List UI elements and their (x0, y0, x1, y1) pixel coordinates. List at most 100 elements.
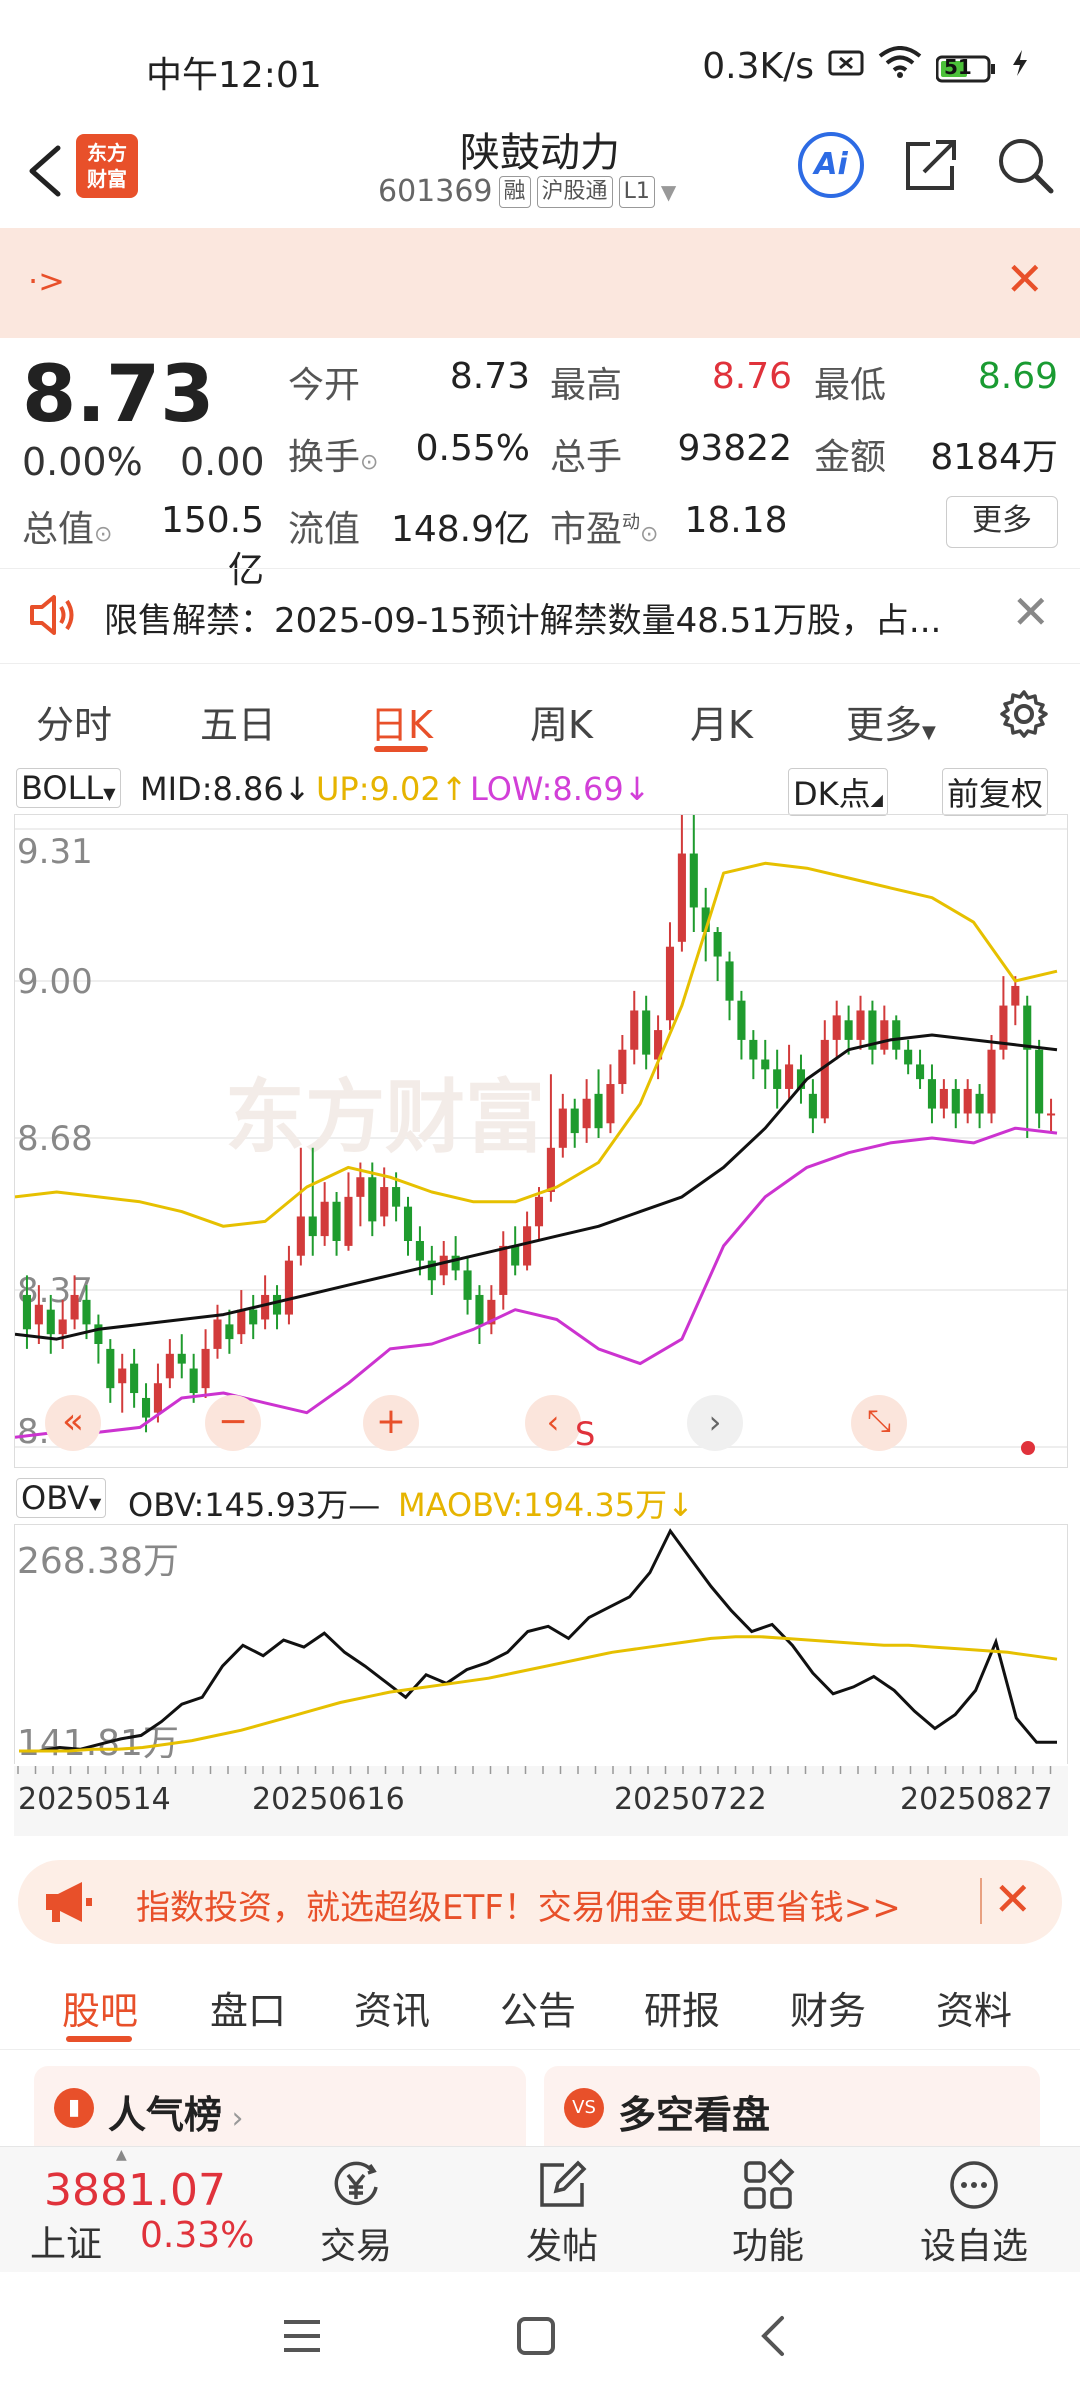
caret-icon: ◢ (870, 790, 883, 809)
tab-intraday[interactable]: 分时 (36, 703, 113, 747)
system-back-icon[interactable] (752, 2314, 796, 2362)
watermark-text: 东方财富 (225, 1071, 545, 1164)
unlock-notice-text: 限售解禁：2025-09-15预计解禁数量48.51万股，占... (104, 601, 942, 641)
active-tab-underline (374, 746, 428, 752)
index-ticker[interactable]: ▲ 3881.07 上证 0.33% (0, 2147, 254, 2273)
obv-indicator-row: OBV▼ OBV:145.93万— MAOBV:194.35万↓ (0, 1474, 1080, 1524)
tab-daily-k[interactable]: 日K (370, 703, 433, 747)
nav-add-watchlist[interactable]: 设自选 (914, 2157, 1034, 2269)
candle-body (1035, 1049, 1044, 1114)
candle-body (392, 1187, 401, 1207)
unlock-notice-close-button[interactable]: ✕ (1011, 585, 1050, 639)
zoom-out-button[interactable]: − (205, 1395, 261, 1451)
candle-body (665, 946, 675, 1021)
scroll-left-fast-button[interactable]: « (45, 1395, 101, 1451)
candle-body (785, 1064, 794, 1089)
tab-announcements[interactable]: 公告 (500, 1989, 577, 2033)
change-percent: 0.00% (22, 440, 143, 484)
candle-body (963, 1088, 972, 1114)
promo-close-button[interactable]: ✕ (993, 1872, 1032, 1926)
more-quote-button[interactable]: 更多 (946, 496, 1058, 548)
ai-assistant-button[interactable]: Ai (798, 132, 864, 198)
candle-body (451, 1255, 460, 1271)
tab-weekly-k[interactable]: 周K (530, 703, 593, 747)
fullscreen-button[interactable]: ⤡ (851, 1395, 907, 1451)
tab-five-day[interactable]: 五日 (200, 703, 277, 747)
tab-research[interactable]: 研报 (644, 1989, 721, 2033)
nav-post[interactable]: 发帖 (502, 2157, 622, 2269)
date-axis: 20250514 20250616 20250722 20250827 (14, 1766, 1068, 1836)
back-button[interactable] (22, 136, 66, 206)
promo-banner[interactable]: 指数投资，就选超级ETF！交易佣金更低更省钱>> ✕ (18, 1860, 1062, 1944)
candle-body (1046, 1113, 1056, 1116)
candle-body (94, 1324, 103, 1344)
candle-body (832, 1015, 841, 1040)
sell-marker: S (575, 1415, 596, 1453)
nav-trade[interactable]: 交易 (296, 2157, 416, 2269)
caret-down-icon: ▼ (660, 179, 677, 204)
promo-divider (980, 1878, 982, 1924)
battery-level: 51 (944, 54, 972, 79)
tab-finance[interactable]: 财务 (790, 1989, 867, 2033)
info-icon: ⊙ (94, 522, 113, 547)
candle-body (618, 1049, 627, 1085)
live-dot (1021, 1441, 1035, 1455)
mktcap-label: 总值⊙ (22, 509, 113, 550)
nav-functions[interactable]: 功能 (708, 2157, 828, 2269)
nav-post-label: 发帖 (525, 2226, 598, 2267)
longshort-card[interactable]: VS 多空看盘 (544, 2066, 1040, 2146)
obv-selector[interactable]: OBV▼ (16, 1478, 107, 1518)
tab-monthly-k[interactable]: 月K (690, 703, 753, 747)
share-button[interactable] (900, 134, 962, 196)
scroll-right-button[interactable]: › (687, 1395, 743, 1451)
popularity-card[interactable]: ▮ 人气榜 › (34, 2066, 526, 2146)
tab-orderbook[interactable]: 盘口 (210, 1989, 287, 2033)
boll-selector[interactable]: BOLL▼ (16, 768, 121, 808)
unlock-notice[interactable]: 限售解禁：2025-09-15预计解禁数量48.51万股，占... ✕ (0, 568, 1080, 664)
change-amount: 0.00 (180, 440, 265, 484)
home-icon[interactable] (514, 2314, 558, 2362)
notice-close-button[interactable]: ✕ (1005, 252, 1044, 306)
maobv-line (19, 1635, 1058, 1753)
zoom-in-button[interactable]: + (363, 1395, 419, 1451)
candle-body (594, 1093, 603, 1129)
tab-forum[interactable]: 股吧 (62, 1989, 139, 2033)
candle-body (272, 1294, 282, 1315)
candle-body (701, 907, 710, 932)
scroll-left-button[interactable]: ‹ (525, 1395, 581, 1451)
search-button[interactable] (994, 134, 1056, 196)
tab-news[interactable]: 资讯 (354, 1989, 431, 2033)
y-tick-label: 9.31 (17, 832, 93, 872)
notice-bar[interactable]: ·> ✕ (0, 228, 1080, 338)
dk-point-toggle[interactable]: DK点◢ (788, 768, 888, 816)
maobv-value: MAOBV:194.35万↓ (398, 1486, 694, 1524)
section-tab-underline (66, 2036, 132, 2042)
kline-chart[interactable]: 东方财富 9.319.008.688.378.05 « − + ‹ S › ⤡ (14, 799, 1068, 1468)
caret-down-icon: ▼ (103, 784, 116, 803)
candle-body (534, 1196, 544, 1227)
stock-code-row[interactable]: 601369 融 沪股通 L1 ▼ (378, 174, 676, 209)
megaphone-icon (42, 1878, 94, 1930)
tab-profile[interactable]: 资料 (936, 1989, 1013, 2033)
candle-body (320, 1201, 329, 1237)
popularity-label: 人气榜 › (108, 2093, 244, 2137)
candle-body (761, 1059, 770, 1070)
obv-chart[interactable]: 268.38万 141.81万 (14, 1524, 1068, 1764)
candle-body (70, 1294, 79, 1320)
candle-body (463, 1270, 472, 1300)
pe-value: 18.18 (684, 500, 788, 541)
candle-body (427, 1260, 436, 1281)
candle-body (606, 1084, 615, 1124)
low-value: 8.69 (977, 356, 1058, 397)
versus-icon: VS (564, 2088, 604, 2128)
app-logo: 东方 财富 (76, 134, 138, 198)
candle-body (439, 1255, 448, 1276)
menu-icon[interactable] (280, 2314, 324, 2362)
candle-body (380, 1187, 389, 1217)
status-bar: 中午12:01 0.3K/s 51 (0, 0, 1080, 120)
chart-settings-button[interactable] (998, 688, 1050, 744)
tab-more[interactable]: 更多▼ (846, 703, 936, 747)
adjust-mode-button[interactable]: 前复权 (942, 768, 1049, 816)
battery-icon: 51 (935, 52, 996, 82)
candle-body (1011, 985, 1020, 1006)
